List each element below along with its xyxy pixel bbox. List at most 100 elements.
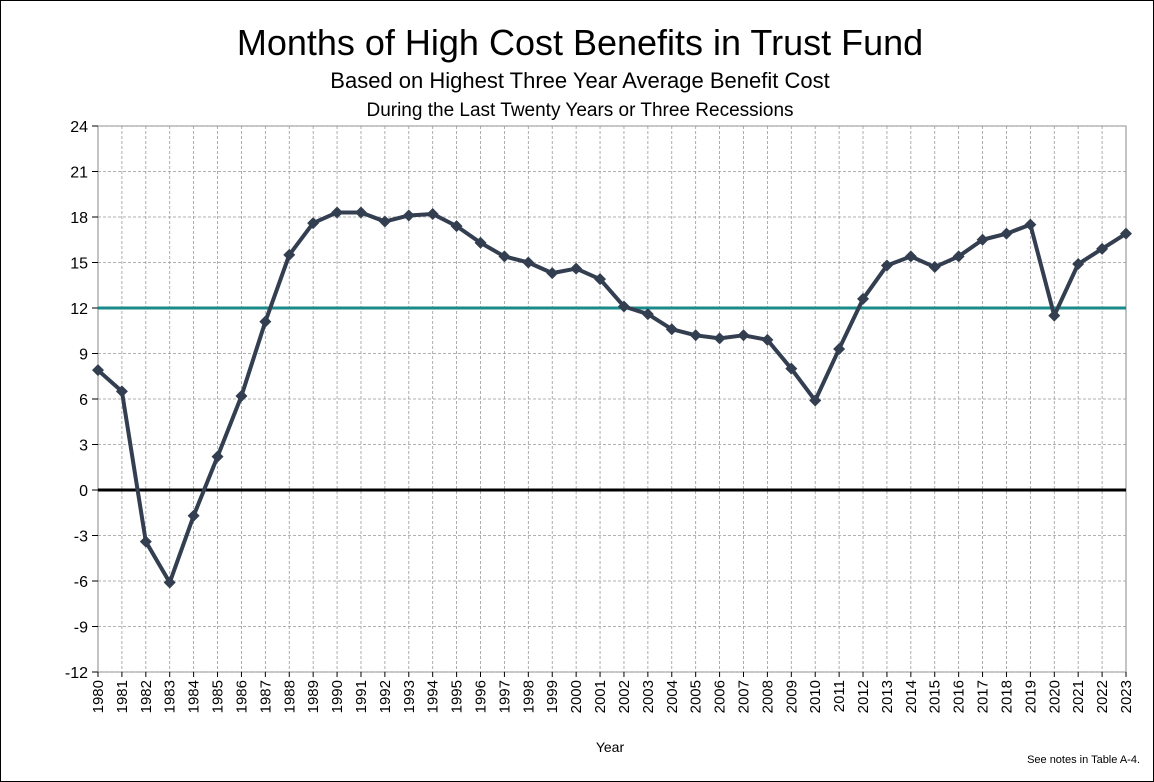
x-tick-label: 2002 — [616, 680, 633, 713]
chart-title: Months of High Cost Benefits in Trust Fu… — [237, 22, 923, 63]
data-point — [1096, 242, 1109, 255]
data-point — [617, 300, 630, 313]
x-tick-label: 1986 — [233, 680, 250, 713]
x-tick-label: 1991 — [353, 680, 370, 713]
data-point — [833, 342, 846, 355]
x-tick-label: 1982 — [138, 680, 155, 713]
x-tick-label: 2004 — [664, 680, 681, 713]
x-tick-label: 1993 — [401, 680, 418, 713]
y-tick-label: 9 — [79, 347, 88, 364]
y-tick-label: 6 — [79, 392, 88, 409]
x-tick-label: 2000 — [568, 680, 585, 713]
x-tick-label: 1987 — [257, 680, 274, 713]
x-tick-label: 2014 — [903, 680, 920, 713]
x-tick-label: 1984 — [186, 680, 203, 713]
data-point — [809, 394, 822, 407]
data-point — [761, 333, 774, 346]
x-tick-label: 2011 — [831, 680, 848, 712]
x-tick-label: 1999 — [544, 680, 561, 713]
data-point — [163, 576, 176, 589]
y-tick-label: 15 — [70, 256, 88, 273]
x-tick-label: 2009 — [783, 680, 800, 713]
data-point — [115, 385, 128, 398]
y-tick-label: -3 — [74, 529, 88, 546]
x-tick-label: 1995 — [449, 680, 466, 713]
x-tick-label: 1989 — [305, 680, 322, 713]
x-axis-label: Year — [596, 739, 625, 755]
x-tick-label: 2019 — [1022, 680, 1039, 713]
data-point — [211, 450, 224, 463]
data-point — [880, 259, 893, 272]
x-tick-label: 1983 — [162, 680, 179, 713]
x-tick-label: 1981 — [114, 680, 131, 713]
x-tick-label: 2013 — [879, 680, 896, 713]
y-tick-label: -6 — [74, 574, 88, 591]
x-tick-label: 2016 — [951, 680, 968, 713]
data-point — [1024, 218, 1037, 231]
data-point — [641, 308, 654, 321]
y-tick-label: 3 — [79, 438, 88, 455]
data-point — [307, 217, 320, 230]
y-tick-label: 21 — [70, 165, 88, 182]
y-tick-label: 12 — [70, 301, 88, 318]
y-tick-label: -9 — [74, 620, 88, 637]
data-point — [713, 332, 726, 345]
x-tick-label: 2005 — [688, 680, 705, 713]
data-point — [928, 261, 941, 274]
x-tick-label: 2018 — [998, 680, 1015, 713]
x-tick-label: 2008 — [759, 680, 776, 713]
x-tick-label: 2021 — [1070, 680, 1087, 713]
data-point — [426, 207, 439, 220]
data-point — [737, 329, 750, 342]
x-tick-label: 1994 — [425, 680, 442, 713]
data-point — [354, 206, 367, 219]
data-point — [976, 233, 989, 246]
data-point — [904, 250, 917, 263]
x-tick-label: 1990 — [329, 680, 346, 713]
chart-subtitle: Based on Highest Three Year Average Bene… — [330, 68, 829, 93]
data-point — [402, 209, 415, 222]
data-point — [283, 248, 296, 261]
data-point — [92, 364, 104, 377]
y-tick-label: 24 — [70, 119, 88, 136]
data-point — [498, 250, 511, 263]
x-tick-label: 1998 — [520, 680, 537, 713]
data-point — [474, 236, 487, 249]
data-point — [785, 362, 798, 375]
data-point — [665, 323, 678, 336]
x-tick-label: 1980 — [90, 680, 107, 713]
x-tick-label: 2006 — [712, 680, 729, 713]
data-point — [259, 315, 272, 328]
x-tick-label: 1997 — [496, 680, 513, 713]
data-point — [952, 250, 965, 263]
data-point — [1048, 309, 1061, 322]
x-tick-label: 1996 — [473, 680, 490, 713]
data-point — [857, 292, 870, 305]
data-point — [450, 220, 463, 233]
x-tick-label: 2003 — [640, 680, 657, 713]
chart-subtitle: During the Last Twenty Years or Three Re… — [366, 100, 793, 121]
x-tick-label: 2015 — [927, 680, 944, 713]
data-point — [331, 206, 344, 219]
y-tick-label: 18 — [70, 210, 88, 227]
x-tick-label: 2023 — [1118, 680, 1135, 713]
x-tick-label: 1985 — [210, 680, 227, 713]
data-point — [594, 273, 607, 286]
data-point — [1072, 258, 1085, 271]
data-point — [378, 215, 391, 228]
x-tick-label: 2020 — [1046, 680, 1063, 713]
x-tick-label: 1988 — [281, 680, 298, 713]
data-point — [522, 256, 535, 269]
note: See notes in Table A-4. — [1027, 754, 1140, 766]
data-point — [1120, 227, 1132, 240]
y-tick-label: 0 — [79, 483, 88, 500]
x-tick-label: 2001 — [592, 680, 609, 713]
plot-area — [97, 125, 1127, 673]
x-tick-label: 2022 — [1094, 680, 1111, 713]
x-tick-label: 2007 — [735, 680, 752, 713]
data-point — [570, 262, 583, 275]
x-tick-label: 2012 — [855, 680, 872, 713]
data-point — [139, 535, 152, 548]
y-tick-label: -12 — [65, 665, 88, 682]
